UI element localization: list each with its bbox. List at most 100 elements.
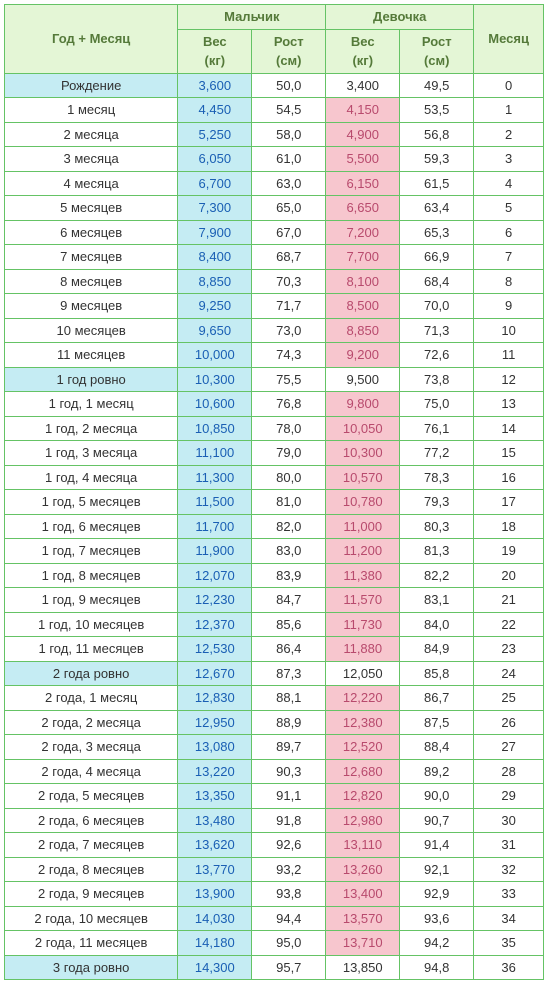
girl-weight-cell: 10,050 bbox=[326, 416, 400, 441]
girl-height-cell: 76,1 bbox=[400, 416, 474, 441]
girl-weight-cell: 4,900 bbox=[326, 122, 400, 147]
month-cell: 18 bbox=[474, 514, 544, 539]
boy-height-cell: 81,0 bbox=[252, 490, 326, 515]
boy-weight-cell: 10,300 bbox=[178, 367, 252, 392]
girl-height-cell: 83,1 bbox=[400, 588, 474, 613]
girl-weight-cell: 11,570 bbox=[326, 588, 400, 613]
month-cell: 26 bbox=[474, 710, 544, 735]
boy-weight-cell: 9,650 bbox=[178, 318, 252, 343]
girl-weight-cell: 13,110 bbox=[326, 833, 400, 858]
boy-weight-cell: 8,400 bbox=[178, 245, 252, 270]
boy-height-cell: 86,4 bbox=[252, 637, 326, 662]
girl-height-cell: 93,6 bbox=[400, 906, 474, 931]
boy-height-cell: 78,0 bbox=[252, 416, 326, 441]
girl-height-cell: 94,2 bbox=[400, 931, 474, 956]
month-cell: 29 bbox=[474, 784, 544, 809]
boy-weight-cell: 12,670 bbox=[178, 661, 252, 686]
age-cell: 4 месяца bbox=[5, 171, 178, 196]
month-cell: 7 bbox=[474, 245, 544, 270]
table-row: 7 месяцев8,40068,77,70066,97 bbox=[5, 245, 544, 270]
girl-weight-cell: 6,150 bbox=[326, 171, 400, 196]
month-cell: 36 bbox=[474, 955, 544, 980]
girl-height-cell: 91,4 bbox=[400, 833, 474, 858]
age-cell: 6 месяцев bbox=[5, 220, 178, 245]
month-cell: 28 bbox=[474, 759, 544, 784]
boy-height-cell: 83,0 bbox=[252, 539, 326, 564]
girl-height-cell: 86,7 bbox=[400, 686, 474, 711]
table-row: 2 года, 8 месяцев13,77093,213,26092,132 bbox=[5, 857, 544, 882]
girl-height-cell: 82,2 bbox=[400, 563, 474, 588]
boy-height-cell: 92,6 bbox=[252, 833, 326, 858]
age-cell: 2 года, 11 месяцев bbox=[5, 931, 178, 956]
boy-height-cell: 91,8 bbox=[252, 808, 326, 833]
girl-height-cell: 92,9 bbox=[400, 882, 474, 907]
girl-weight-cell: 3,400 bbox=[326, 73, 400, 98]
age-cell: 1 год, 6 месяцев bbox=[5, 514, 178, 539]
age-cell: 1 год, 11 месяцев bbox=[5, 637, 178, 662]
girl-height-cell: 78,3 bbox=[400, 465, 474, 490]
boy-weight-cell: 12,070 bbox=[178, 563, 252, 588]
table-row: 5 месяцев7,30065,06,65063,45 bbox=[5, 196, 544, 221]
boy-weight-cell: 10,850 bbox=[178, 416, 252, 441]
header-boy-height: Рост(см) bbox=[252, 29, 326, 73]
month-cell: 31 bbox=[474, 833, 544, 858]
month-cell: 1 bbox=[474, 98, 544, 123]
girl-weight-cell: 11,000 bbox=[326, 514, 400, 539]
table-row: 1 год, 4 месяца11,30080,010,57078,316 bbox=[5, 465, 544, 490]
age-cell: 1 год, 10 месяцев bbox=[5, 612, 178, 637]
boy-weight-cell: 6,700 bbox=[178, 171, 252, 196]
table-row: Рождение3,60050,03,40049,50 bbox=[5, 73, 544, 98]
table-row: 2 года, 11 месяцев14,18095,013,71094,235 bbox=[5, 931, 544, 956]
boy-weight-cell: 8,850 bbox=[178, 269, 252, 294]
girl-height-cell: 84,9 bbox=[400, 637, 474, 662]
boy-height-cell: 82,0 bbox=[252, 514, 326, 539]
age-cell: 1 год, 1 месяц bbox=[5, 392, 178, 417]
table-row: 9 месяцев9,25071,78,50070,09 bbox=[5, 294, 544, 319]
girl-height-cell: 66,9 bbox=[400, 245, 474, 270]
table-row: 2 года, 3 месяца13,08089,712,52088,427 bbox=[5, 735, 544, 760]
girl-height-cell: 70,0 bbox=[400, 294, 474, 319]
boy-height-cell: 90,3 bbox=[252, 759, 326, 784]
girl-height-cell: 59,3 bbox=[400, 147, 474, 172]
table-row: 1 год, 10 месяцев12,37085,611,73084,022 bbox=[5, 612, 544, 637]
table-header: Год + Месяц Мальчик Девочка Месяц Вес(кг… bbox=[5, 5, 544, 74]
age-cell: 2 года, 6 месяцев bbox=[5, 808, 178, 833]
month-cell: 22 bbox=[474, 612, 544, 637]
girl-weight-cell: 5,500 bbox=[326, 147, 400, 172]
age-cell: 2 года, 2 месяца bbox=[5, 710, 178, 735]
girl-height-cell: 90,0 bbox=[400, 784, 474, 809]
table-row: 10 месяцев9,65073,08,85071,310 bbox=[5, 318, 544, 343]
boy-height-cell: 79,0 bbox=[252, 441, 326, 466]
table-row: 3 месяца6,05061,05,50059,33 bbox=[5, 147, 544, 172]
boy-height-cell: 87,3 bbox=[252, 661, 326, 686]
table-row: 2 года, 6 месяцев13,48091,812,98090,730 bbox=[5, 808, 544, 833]
table-row: 8 месяцев8,85070,38,10068,48 bbox=[5, 269, 544, 294]
month-cell: 34 bbox=[474, 906, 544, 931]
girl-height-cell: 92,1 bbox=[400, 857, 474, 882]
boy-weight-cell: 12,530 bbox=[178, 637, 252, 662]
month-cell: 21 bbox=[474, 588, 544, 613]
table-row: 2 года, 2 месяца12,95088,912,38087,526 bbox=[5, 710, 544, 735]
boy-weight-cell: 12,950 bbox=[178, 710, 252, 735]
age-cell: 2 года, 5 месяцев bbox=[5, 784, 178, 809]
table-row: 1 год, 5 месяцев11,50081,010,78079,317 bbox=[5, 490, 544, 515]
girl-height-cell: 53,5 bbox=[400, 98, 474, 123]
month-cell: 13 bbox=[474, 392, 544, 417]
boy-weight-cell: 13,480 bbox=[178, 808, 252, 833]
age-cell: 2 месяца bbox=[5, 122, 178, 147]
girl-weight-cell: 10,300 bbox=[326, 441, 400, 466]
boy-weight-cell: 10,600 bbox=[178, 392, 252, 417]
girl-weight-cell: 4,150 bbox=[326, 98, 400, 123]
girl-weight-cell: 13,850 bbox=[326, 955, 400, 980]
girl-height-cell: 71,3 bbox=[400, 318, 474, 343]
girl-height-cell: 61,5 bbox=[400, 171, 474, 196]
boy-height-cell: 50,0 bbox=[252, 73, 326, 98]
boy-height-cell: 94,4 bbox=[252, 906, 326, 931]
table-row: 2 года, 7 месяцев13,62092,613,11091,431 bbox=[5, 833, 544, 858]
month-cell: 4 bbox=[474, 171, 544, 196]
month-cell: 3 bbox=[474, 147, 544, 172]
boy-height-cell: 68,7 bbox=[252, 245, 326, 270]
age-cell: 1 месяц bbox=[5, 98, 178, 123]
girl-height-cell: 49,5 bbox=[400, 73, 474, 98]
boy-height-cell: 93,2 bbox=[252, 857, 326, 882]
